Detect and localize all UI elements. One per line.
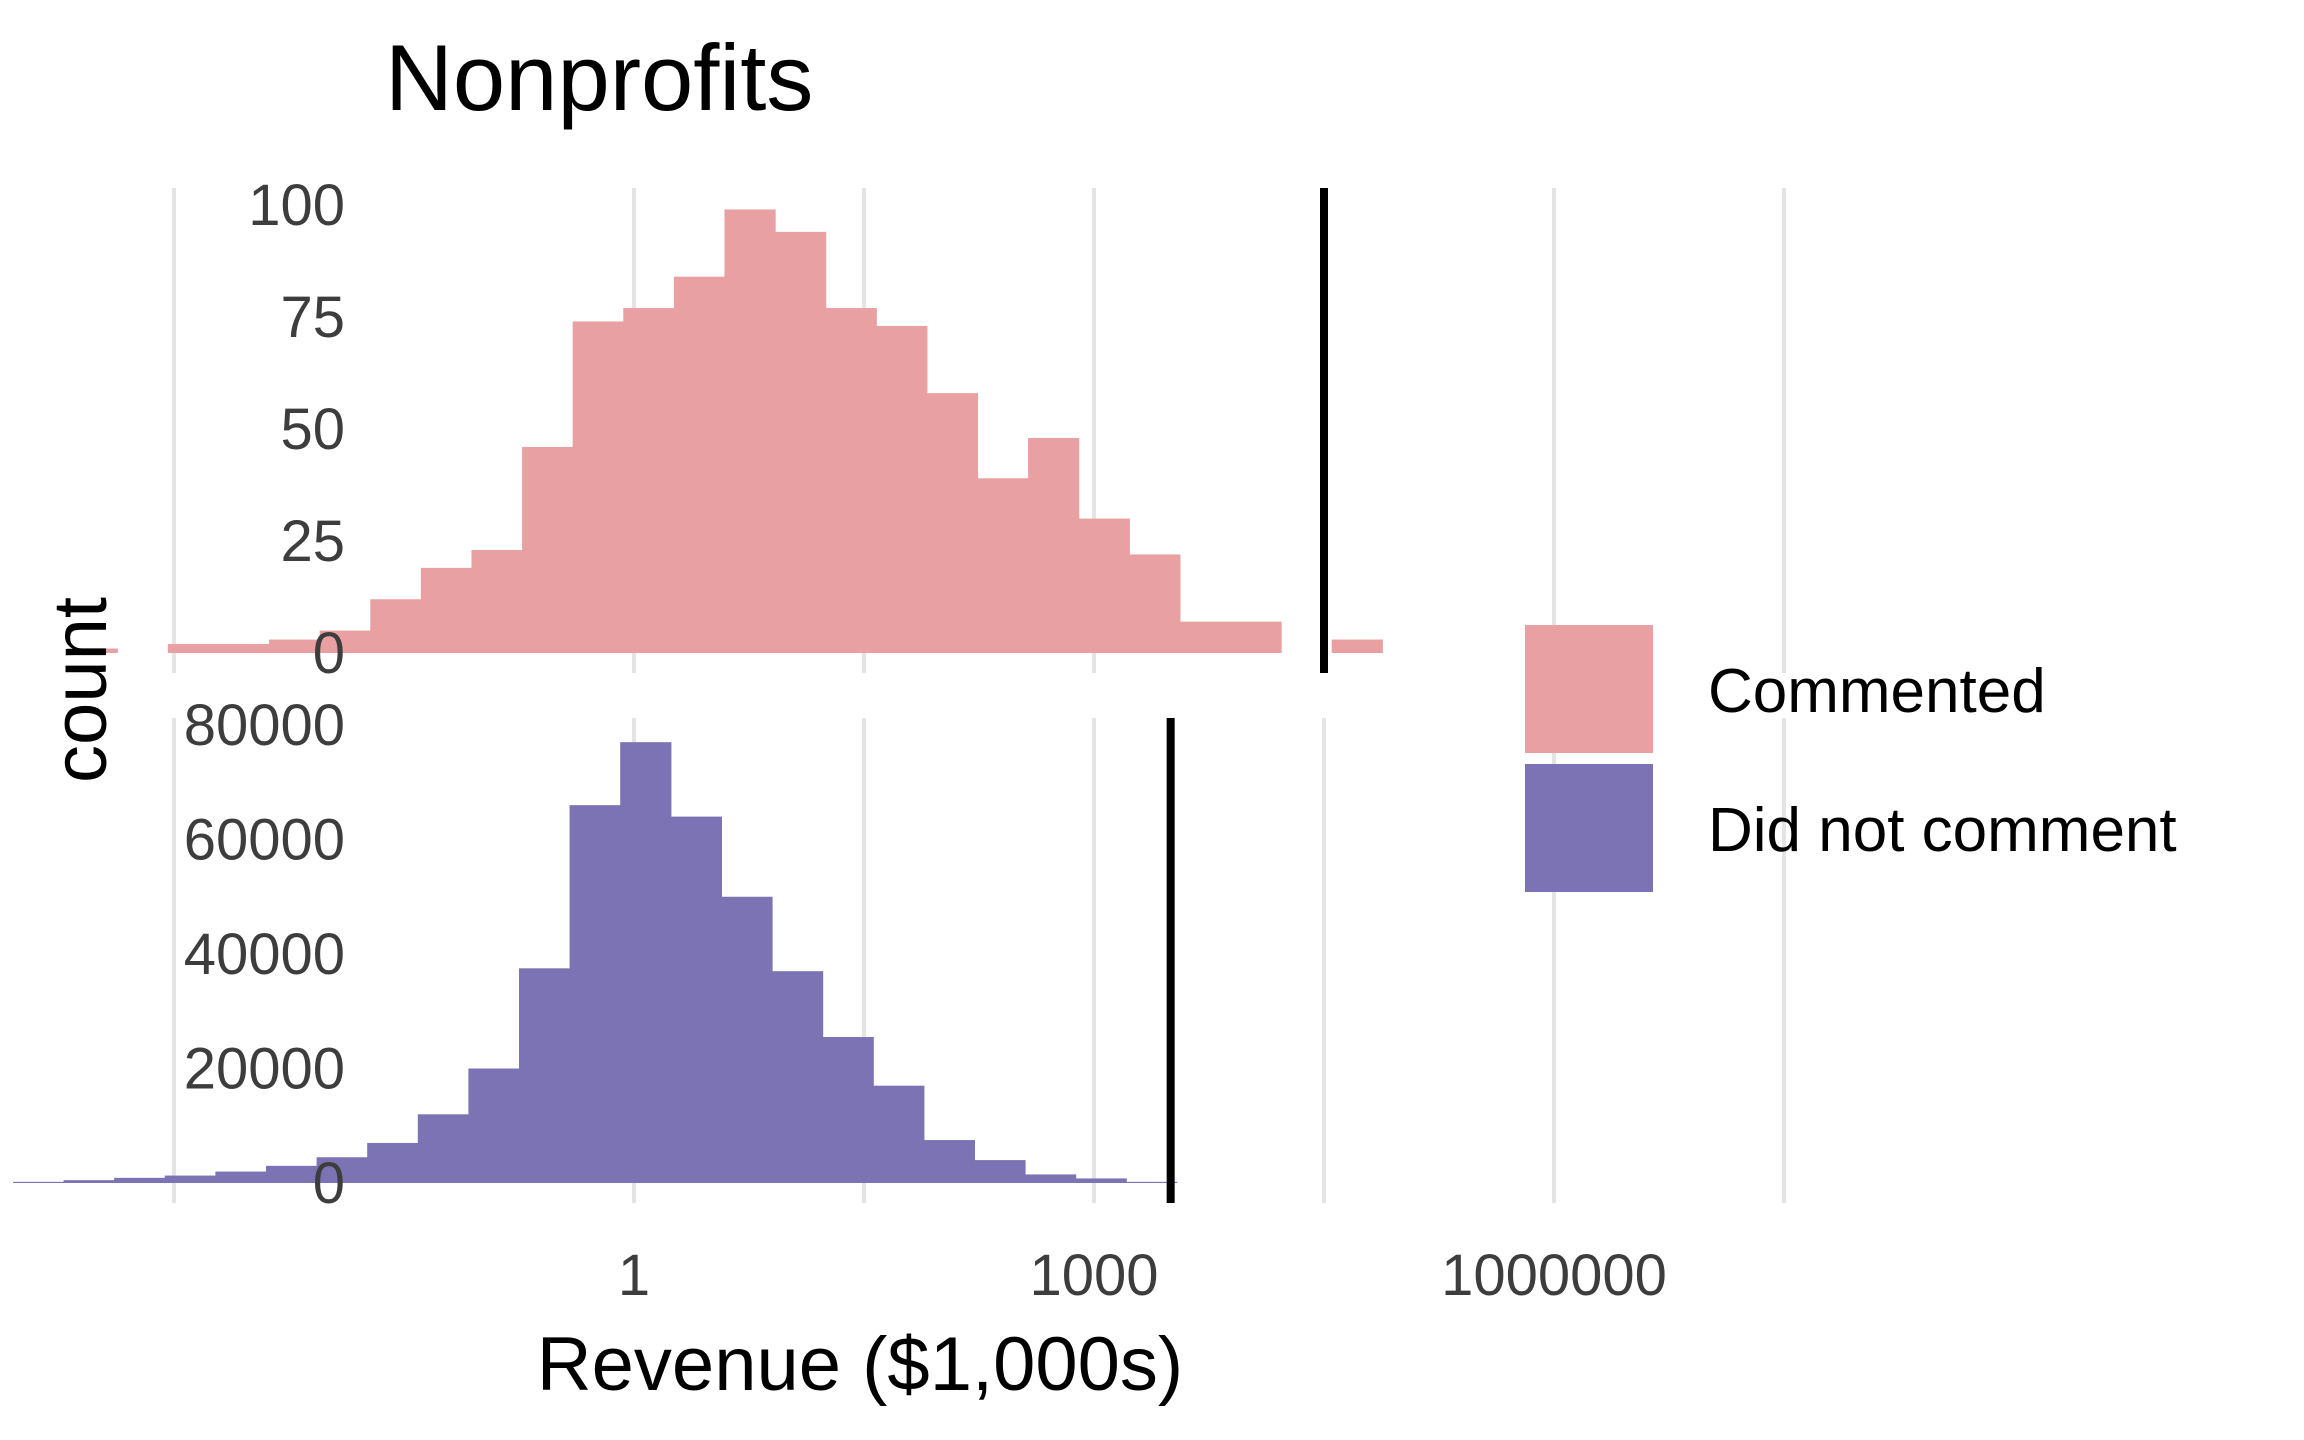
bar [215, 1171, 267, 1183]
y-tick-label: 80000 [184, 693, 345, 758]
bar [772, 971, 824, 1183]
legend: Commented Did not comment [1525, 625, 2177, 892]
bar [519, 968, 571, 1183]
bar [825, 308, 877, 653]
x-axis-title: Revenue ($1,000s) [537, 1322, 1183, 1407]
legend-swatch-did-not-comment [1525, 764, 1653, 892]
bar [114, 1177, 166, 1183]
bar [620, 742, 672, 1183]
legend-label-commented: Commented [1708, 657, 2046, 726]
bar [266, 1165, 318, 1183]
bar [670, 816, 722, 1183]
y-tick-label: 0 [313, 621, 345, 686]
bar [319, 630, 371, 653]
bar [926, 393, 979, 653]
y-axis-title: count [38, 597, 123, 783]
x-tick-label: 1000000 [1441, 1243, 1667, 1308]
bar [370, 599, 422, 653]
bar [775, 231, 827, 653]
bar [569, 805, 621, 1183]
bar [522, 446, 574, 653]
bar [164, 1175, 216, 1183]
bar [167, 644, 220, 653]
x-tick-label: 1000 [1029, 1243, 1158, 1308]
y-tick-label: 40000 [184, 922, 345, 987]
x-axis: 1 1000 1000000 [618, 1243, 1667, 1308]
bar [974, 1160, 1026, 1183]
bar [876, 325, 928, 653]
bar [63, 1180, 115, 1183]
bar [1230, 621, 1282, 653]
panel-commented: 0 25 50 75 100 [66, 173, 1786, 686]
bar [367, 1142, 419, 1183]
bar [721, 896, 773, 1183]
panel-did-not-comment: 0 20000 40000 60000 80000 [13, 693, 1786, 1216]
y-tick-label: 20000 [184, 1037, 345, 1102]
legend-label-did-not-comment: Did not comment [1708, 796, 2177, 865]
bar [623, 308, 675, 653]
y-tick-label: 50 [280, 397, 345, 462]
bar [1075, 1178, 1127, 1183]
bar [468, 1068, 520, 1183]
bar [1078, 518, 1130, 653]
bar [873, 1085, 925, 1183]
bar [420, 567, 473, 653]
y-tick-label: 60000 [184, 808, 345, 873]
bar [822, 1037, 874, 1183]
bar [218, 644, 270, 653]
bar [724, 209, 776, 654]
bar [673, 276, 726, 653]
bar [1179, 621, 1232, 653]
bar [471, 549, 523, 653]
y-tick-label: 25 [280, 509, 345, 574]
chart-title: Nonprofits [385, 25, 813, 130]
bar [1129, 554, 1181, 653]
bar [572, 321, 624, 653]
bar [269, 639, 321, 653]
bar [66, 648, 118, 653]
y-tick-label: 100 [248, 173, 345, 238]
y-tick-label: 0 [313, 1151, 345, 1216]
y-tick-label: 75 [280, 285, 345, 350]
bar [923, 1140, 975, 1183]
bar [417, 1114, 469, 1183]
bar [13, 1181, 65, 1183]
bar [1028, 437, 1080, 653]
bar [1331, 639, 1383, 653]
bar [977, 478, 1029, 653]
bar [1025, 1174, 1077, 1183]
bar [316, 1157, 368, 1183]
legend-swatch-commented [1525, 625, 1653, 753]
x-tick-label: 1 [618, 1243, 650, 1308]
bar [1126, 1181, 1178, 1183]
